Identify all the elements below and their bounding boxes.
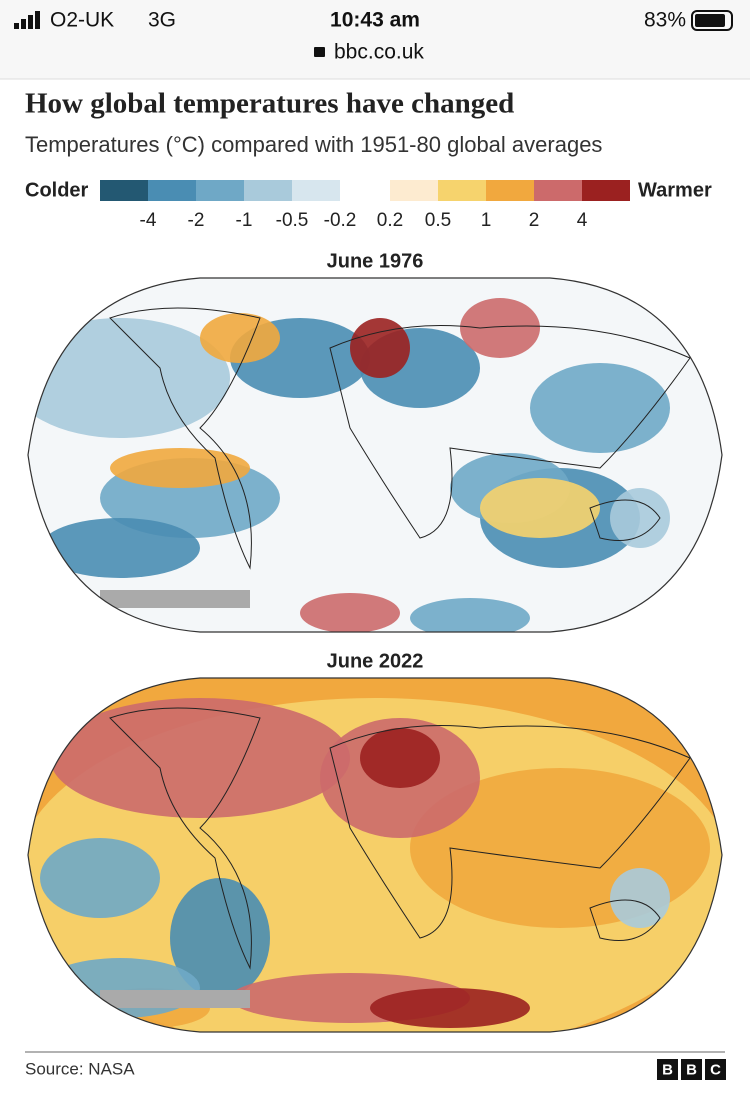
legend: -4 -2 -1 -0.5 -0.2 0.2 0.5 1 2 4 [100, 180, 630, 231]
globe-outline [27, 677, 723, 1033]
legend-tick-label: 0.5 [425, 210, 451, 231]
legend-swatch [292, 180, 340, 201]
anomaly-field [28, 298, 670, 632]
coastline [109, 707, 691, 970]
logo-letter: C [710, 1061, 721, 1078]
carrier: O2-UK [50, 9, 114, 32]
legend-tick-label: 2 [529, 210, 540, 231]
lock-icon [314, 47, 325, 57]
anomaly-region [610, 868, 670, 928]
battery-level [695, 14, 725, 27]
legend-swatch [148, 180, 196, 201]
anomaly-field [28, 678, 722, 1032]
anomaly-region [40, 518, 200, 578]
logo-letter: B [662, 1061, 673, 1078]
network: 3G [148, 9, 176, 32]
legend-swatch [534, 180, 582, 201]
anomaly-region [300, 593, 400, 632]
no-data [100, 590, 250, 608]
anomaly-region [530, 363, 670, 453]
logo-block [657, 1059, 678, 1080]
legend-swatch [100, 180, 148, 201]
anomaly-region [350, 318, 410, 378]
anomaly-region [480, 478, 600, 538]
anomaly-region [170, 878, 270, 998]
logo-letter: B [686, 1061, 697, 1078]
anomaly-region [200, 313, 280, 363]
anomaly-region [110, 448, 250, 488]
legend-colder: Colder [25, 179, 89, 201]
map-title: June 2022 [327, 650, 424, 672]
legend-tick-label: -0.2 [324, 210, 357, 231]
map [27, 277, 723, 633]
anomaly-region [50, 698, 350, 818]
legend-tick-label: 1 [481, 210, 492, 231]
legend-tick-label: 4 [577, 210, 588, 231]
legend-swatch [390, 180, 438, 201]
subtitle: Temperatures (°C) compared with 1951-80 … [25, 132, 602, 157]
globe-outline [27, 277, 723, 633]
battery-percent: 83% [644, 9, 686, 32]
legend-swatch [486, 180, 534, 201]
title: How global temperatures have changed [25, 88, 514, 120]
anomaly-region [410, 598, 530, 632]
legend-swatch [196, 180, 244, 201]
legend-tick-label: 0.2 [377, 210, 403, 231]
anomaly-region [40, 958, 200, 1018]
legend-tick-label: -0.5 [276, 210, 309, 231]
legend-swatch [582, 180, 630, 201]
legend-tick-label: -2 [188, 210, 205, 231]
battery-icon [691, 10, 733, 31]
legend-warmer: Warmer [638, 179, 712, 201]
logo-block [705, 1059, 726, 1080]
map-title: June 1976 [327, 250, 424, 272]
anomaly-region [40, 838, 160, 918]
source: Source: NASA [25, 1059, 135, 1078]
legend-swatch [244, 180, 292, 201]
anomaly-region [360, 728, 440, 788]
coastline [109, 307, 691, 570]
anomaly-region [610, 488, 670, 548]
url[interactable]: bbc.co.uk [334, 41, 424, 64]
logo-block [681, 1059, 702, 1080]
map [27, 677, 723, 1033]
anomaly-region [28, 318, 230, 438]
no-data [100, 990, 250, 1008]
legend-tick-label: -4 [140, 210, 157, 231]
anomaly-region [370, 988, 530, 1028]
legend-tick-label: -1 [236, 210, 253, 231]
browser-chrome [0, 0, 750, 79]
anomaly-region [460, 298, 540, 358]
legend-swatch [438, 180, 486, 201]
clock: 10:43 am [330, 9, 420, 32]
signal-icon [14, 11, 40, 29]
